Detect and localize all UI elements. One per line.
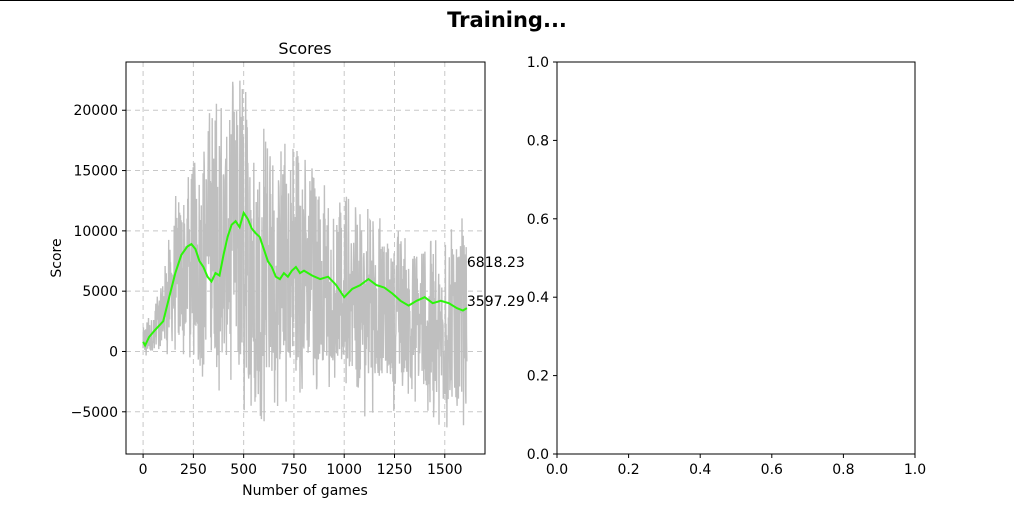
score-annotation: 3597.29 — [467, 294, 525, 310]
scores-annotations: 6818.23 3597.29 — [467, 255, 525, 310]
y-tick-label: 5000 — [82, 284, 118, 300]
y-tick-label: 0.8 — [527, 133, 549, 149]
y-tick-label: 0.0 — [527, 447, 549, 463]
moving-average-series — [142, 210, 468, 348]
x-tick-label: 0.2 — [617, 462, 639, 478]
y-tick-label: 10000 — [73, 224, 118, 240]
x-tick-label: 1000 — [326, 462, 362, 478]
x-tick-label: 1500 — [427, 462, 463, 478]
y-tick-label: 0 — [109, 344, 118, 360]
x-tick-label: 0.8 — [832, 462, 854, 478]
y-tick-label: 15000 — [73, 164, 118, 180]
score-annotation: 6818.23 — [467, 255, 525, 271]
x-tick-label: 250 — [180, 462, 207, 478]
y-tick-label: 0.2 — [527, 369, 549, 385]
scores-ticks: 0 250 500 750 1000 1250 1500 −5000 0 5000 10000 150… — [71, 103, 463, 478]
x-tick-label: 0.0 — [546, 462, 568, 478]
raw-scores-series — [142, 80, 468, 428]
scores-title: Scores — [278, 39, 331, 58]
x-tick-label: 750 — [281, 462, 308, 478]
top-border-line — [0, 0, 1014, 1]
scores-xlabel: Number of games — [242, 483, 368, 499]
raw-scores-line — [142, 80, 468, 428]
moving-average-line — [142, 210, 468, 348]
x-tick-label: 0.6 — [761, 462, 783, 478]
y-tick-label: 0.4 — [527, 290, 549, 306]
empty-chart: 0.0 0.2 0.4 0.6 0.8 1.0 0.0 0.2 0.4 0.6 0.8 1.0 — [527, 55, 926, 478]
x-tick-label: 500 — [230, 462, 257, 478]
y-tick-label: 1.0 — [527, 55, 549, 71]
empty-ticks: 0.0 0.2 0.4 0.6 0.8 1.0 0.0 0.2 0.4 0.6 0.8 1.0 — [527, 55, 926, 478]
y-tick-label: 20000 — [73, 103, 118, 119]
x-tick-label: 0.4 — [689, 462, 711, 478]
empty-axes-frame — [556, 61, 916, 455]
x-tick-label: 0 — [139, 462, 148, 478]
scores-axes-frame — [125, 61, 486, 455]
figure-suptitle: Training... — [447, 8, 567, 32]
y-tick-label: 0.6 — [527, 212, 549, 228]
x-tick-label: 1250 — [377, 462, 413, 478]
y-tick-label: −5000 — [71, 405, 118, 421]
x-tick-label: 1.0 — [904, 462, 926, 478]
scores-chart: 0 250 500 750 1000 1250 1500 −5000 0 5000 10000 150… — [49, 39, 525, 499]
scores-ylabel: Score — [49, 238, 65, 277]
